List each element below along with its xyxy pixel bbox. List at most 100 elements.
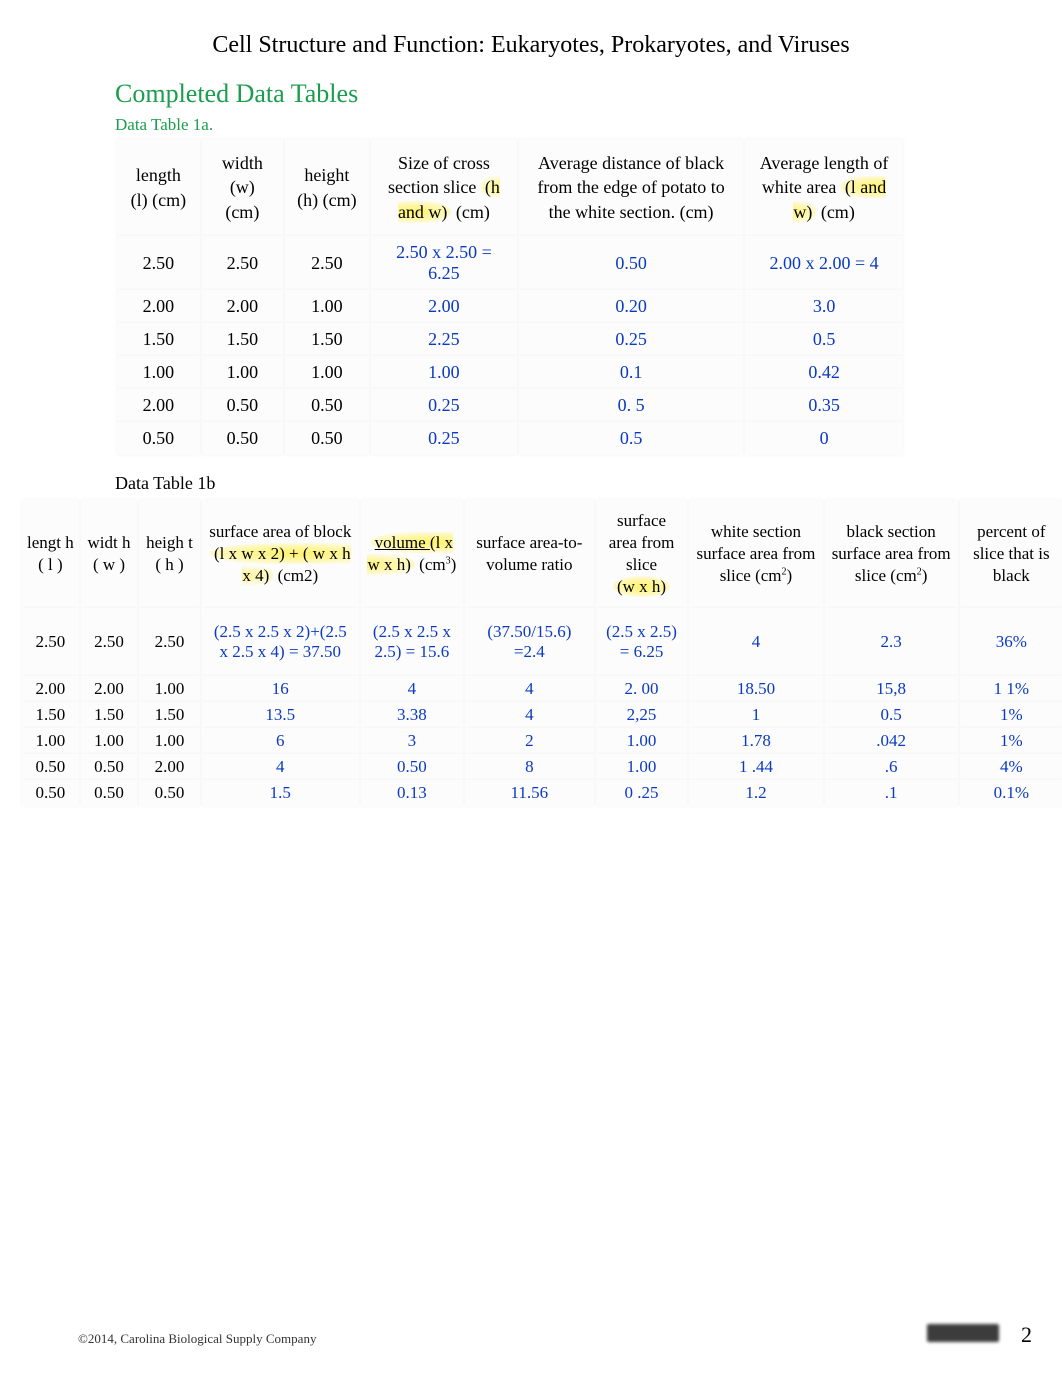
cell-size: 0.25 [371, 389, 517, 422]
table-row: 2.000.500.500.250. 50.35 [117, 389, 903, 422]
cell-b-sa: (2.5 x 2.5 x 2)+(2.5 x 2.5 x 4) = 37.50 [202, 608, 359, 676]
cell-avg-len: 0 [745, 422, 903, 455]
cell-b-black: .1 [825, 780, 958, 806]
th-b-percent-black: percent of slice that is black [960, 500, 1062, 608]
cell-b-ratio: 4 [465, 702, 594, 728]
cell-avg-len: 0.5 [745, 323, 903, 356]
table1a-caption: Data Table 1a. [115, 115, 1042, 135]
cell-b-slice: 2,25 [596, 702, 688, 728]
cell-height: 0.50 [285, 389, 369, 422]
cell-size: 2.25 [371, 323, 517, 356]
section-heading: Completed Data Tables [115, 79, 1042, 109]
cell-height: 1.50 [285, 323, 369, 356]
page-title: Cell Structure and Function: Eukaryotes,… [20, 30, 1042, 61]
cell-width: 1.50 [202, 323, 283, 356]
th-b-volume: volume (l x w x h) (cm3) [361, 500, 463, 608]
cell-b-height: 0.50 [139, 780, 200, 806]
cell-length: 1.00 [117, 356, 200, 389]
cell-b-ratio: 4 [465, 676, 594, 702]
table-row: 0.500.502.0040.5081.001 .44.64% [22, 754, 1062, 780]
cell-b-ratio: 8 [465, 754, 594, 780]
th-b-black-area: black section surface area from slice (c… [825, 500, 958, 608]
cell-b-pct: 1 1% [960, 676, 1062, 702]
redacted-block [927, 1324, 999, 1342]
cell-avg-len: 0.35 [745, 389, 903, 422]
cell-size: 0.25 [371, 422, 517, 455]
table-row: 2.502.502.502.50 x 2.50 = 6.250.502.00 x… [117, 236, 903, 290]
cell-b-sa: 16 [202, 676, 359, 702]
cell-b-sa: 13.5 [202, 702, 359, 728]
cell-b-slice: 1.00 [596, 728, 688, 754]
cell-b-length: 2.00 [22, 676, 79, 702]
cell-b-slice: 1.00 [596, 754, 688, 780]
table-row: 1.001.001.001.000.10.42 [117, 356, 903, 389]
th-b-length: lengt h ( l ) [22, 500, 79, 608]
cell-avg-len: 2.00 x 2.00 = 4 [745, 236, 903, 290]
cell-b-vol: 0.50 [361, 754, 463, 780]
cell-b-length: 0.50 [22, 780, 79, 806]
cell-b-length: 0.50 [22, 754, 79, 780]
cell-b-white: 1.2 [689, 780, 822, 806]
cell-b-width: 0.50 [81, 754, 137, 780]
cell-b-ratio: (37.50/15.6) =2.4 [465, 608, 594, 676]
th-b-width: widt h ( w ) [81, 500, 137, 608]
th-cross-section: Size of cross section slice (h and w) (c… [371, 139, 517, 236]
table1b-caption: Data Table 1b [115, 473, 1042, 494]
cell-height: 0.50 [285, 422, 369, 455]
cell-b-pct: 36% [960, 608, 1062, 676]
cell-b-black: .042 [825, 728, 958, 754]
cell-avg-len: 3.0 [745, 290, 903, 323]
cell-avg-dist: 0.50 [519, 236, 743, 290]
cell-length: 1.50 [117, 323, 200, 356]
table-row: 1.501.501.5013.53.3842,2510.51% [22, 702, 1062, 728]
th-length: length (l) (cm) [117, 139, 200, 236]
cell-b-black: 2.3 [825, 608, 958, 676]
cell-b-ratio: 11.56 [465, 780, 594, 806]
cell-avg-len: 0.42 [745, 356, 903, 389]
cell-avg-dist: 0.5 [519, 422, 743, 455]
cell-b-pct: 1% [960, 728, 1062, 754]
cell-b-height: 2.50 [139, 608, 200, 676]
table-row: 2.002.001.0016442. 0018.5015,81 1% [22, 676, 1062, 702]
th-b-ratio: surface area-to-volume ratio [465, 500, 594, 608]
cell-b-length: 2.50 [22, 608, 79, 676]
table-row: 0.500.500.501.50.1311.560 .251.2.10.1% [22, 780, 1062, 806]
cell-size: 1.00 [371, 356, 517, 389]
cell-width: 2.50 [202, 236, 283, 290]
cell-b-sa: 4 [202, 754, 359, 780]
cell-length: 2.00 [117, 389, 200, 422]
cell-b-width: 1.50 [81, 702, 137, 728]
cell-b-slice: 2. 00 [596, 676, 688, 702]
cell-b-ratio: 2 [465, 728, 594, 754]
cell-b-vol: 0.13 [361, 780, 463, 806]
cell-avg-dist: 0. 5 [519, 389, 743, 422]
cell-b-white: 18.50 [689, 676, 822, 702]
cell-b-vol: 3 [361, 728, 463, 754]
cell-size: 2.00 [371, 290, 517, 323]
cell-length: 0.50 [117, 422, 200, 455]
table-row: 2.002.001.002.000.203.0 [117, 290, 903, 323]
cell-b-height: 1.50 [139, 702, 200, 728]
cell-b-width: 1.00 [81, 728, 137, 754]
cell-height: 1.00 [285, 356, 369, 389]
cell-b-slice: 0 .25 [596, 780, 688, 806]
cell-width: 1.00 [202, 356, 283, 389]
data-table-1b: lengt h ( l ) widt h ( w ) heigh t ( h )… [20, 500, 1062, 806]
cell-b-sa: 6 [202, 728, 359, 754]
cell-b-height: 2.00 [139, 754, 200, 780]
table-row: 2.502.502.50(2.5 x 2.5 x 2)+(2.5 x 2.5 x… [22, 608, 1062, 676]
cell-b-pct: 1% [960, 702, 1062, 728]
cell-b-pct: 4% [960, 754, 1062, 780]
cell-b-black: .6 [825, 754, 958, 780]
cell-b-white: 1 [689, 702, 822, 728]
th-b-surface-area: surface area of block (l x w x 2) + ( w … [202, 500, 359, 608]
cell-size: 2.50 x 2.50 = 6.25 [371, 236, 517, 290]
table-row: 1.001.001.006321.001.78.0421% [22, 728, 1062, 754]
cell-b-width: 2.50 [81, 608, 137, 676]
cell-b-slice: (2.5 x 2.5) = 6.25 [596, 608, 688, 676]
th-height: height (h) (cm) [285, 139, 369, 236]
cell-b-black: 0.5 [825, 702, 958, 728]
cell-length: 2.00 [117, 290, 200, 323]
cell-b-sa: 1.5 [202, 780, 359, 806]
cell-height: 2.50 [285, 236, 369, 290]
